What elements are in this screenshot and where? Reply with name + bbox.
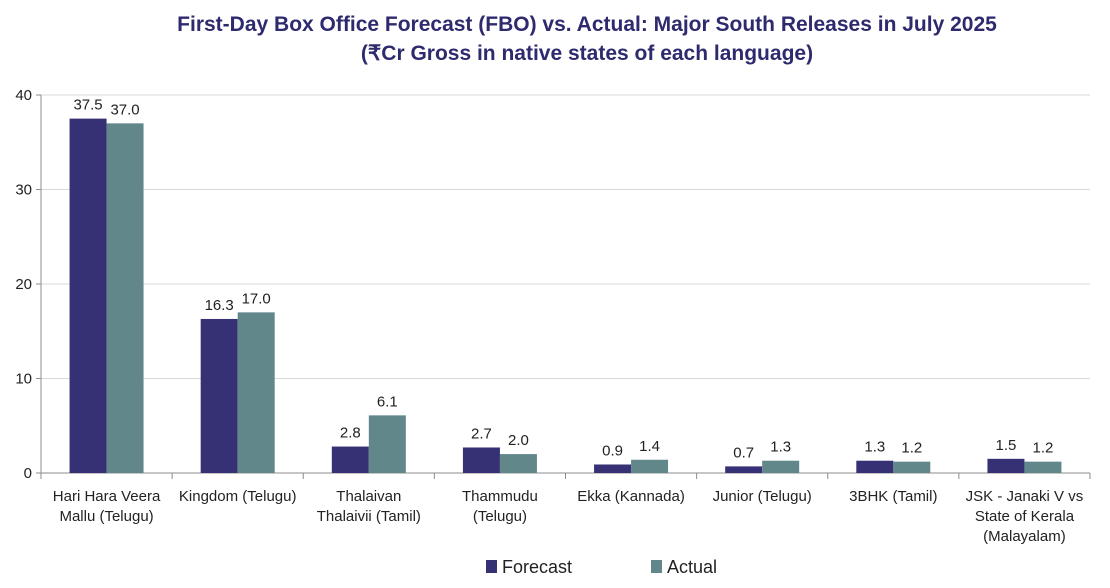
y-tick-label: 40 — [15, 87, 32, 104]
category-label: State of Kerala — [975, 508, 1075, 525]
bar-forecast — [69, 118, 107, 473]
data-label-actual: 37.0 — [110, 101, 139, 118]
bar-actual — [631, 459, 669, 473]
bar-forecast — [987, 458, 1025, 473]
data-label-forecast: 1.3 — [864, 439, 885, 456]
bar-forecast — [331, 446, 369, 473]
category-labels: Hari Hara Veera Mallu (Telugu) Kingdom (Te… — [53, 488, 1083, 545]
bar-actual — [237, 312, 275, 473]
category-label: (Malayalam) — [983, 528, 1066, 545]
category-label: Thalaivii (Tamil) — [317, 508, 421, 525]
bar-actual — [1024, 461, 1062, 473]
category-label: Ekka (Kannada) — [577, 488, 685, 505]
bar-actual — [499, 454, 537, 473]
data-label-actual: 1.2 — [901, 440, 922, 457]
chart-title-line-2: (₹Cr Gross in native states of each lang… — [361, 42, 813, 65]
data-label-forecast: 2.7 — [471, 425, 492, 442]
bar-forecast — [594, 464, 632, 473]
data-label-actual: 1.2 — [1033, 440, 1054, 457]
category-label: Mallu (Telugu) — [59, 508, 153, 525]
data-label-actual: 1.3 — [770, 439, 791, 456]
data-label-actual: 6.1 — [377, 393, 398, 410]
category-label: (Telugu) — [473, 508, 527, 525]
category-label: JSK - Janaki V vs — [966, 488, 1084, 505]
bar-actual — [893, 461, 931, 473]
bar-actual — [762, 460, 800, 473]
y-tick-label: 10 — [15, 371, 32, 388]
category-label: Thammudu — [462, 488, 538, 505]
data-label-actual: 17.0 — [242, 290, 271, 307]
y-tick-label: 20 — [15, 276, 32, 293]
category-label: 3BHK (Tamil) — [849, 488, 937, 505]
data-labels: 37.5 37.0 16.3 17.0 2.8 6.1 2.7 2.0 0.9 1.4 0.7 1.3… — [73, 97, 1053, 462]
data-label-forecast: 1.5 — [996, 437, 1017, 454]
category-label: Junior (Telugu) — [713, 488, 812, 505]
y-tick-label: 30 — [15, 182, 32, 199]
data-label-forecast: 2.8 — [340, 425, 361, 442]
bar-forecast — [200, 318, 238, 473]
data-label-forecast: 0.7 — [733, 444, 754, 461]
legend-label-actual: Actual — [667, 557, 717, 577]
legend: Forecast Actual — [486, 557, 717, 577]
data-label-forecast: 16.3 — [205, 297, 234, 314]
bar-forecast — [725, 466, 763, 473]
bar-actual — [106, 123, 144, 473]
legend-swatch-actual — [651, 560, 662, 573]
data-label-actual: 2.0 — [508, 432, 529, 449]
bar-forecast — [462, 447, 500, 473]
category-label: Thalaivan — [336, 488, 401, 505]
chart-title-line-1: First-Day Box Office Forecast (FBO) vs. … — [177, 13, 997, 36]
data-label-forecast: 0.9 — [602, 442, 623, 459]
gridlines — [41, 94, 1090, 379]
legend-swatch-forecast — [486, 560, 497, 573]
data-label-actual: 1.4 — [639, 438, 660, 455]
category-label: Kingdom (Telugu) — [179, 488, 297, 505]
legend-label-forecast: Forecast — [502, 557, 572, 577]
category-label: Hari Hara Veera — [53, 488, 161, 505]
bar-actual — [368, 415, 406, 473]
data-label-forecast: 37.5 — [73, 97, 102, 114]
bar-forecast — [856, 460, 894, 473]
bars — [69, 118, 1062, 473]
y-tick-label: 0 — [24, 465, 32, 482]
